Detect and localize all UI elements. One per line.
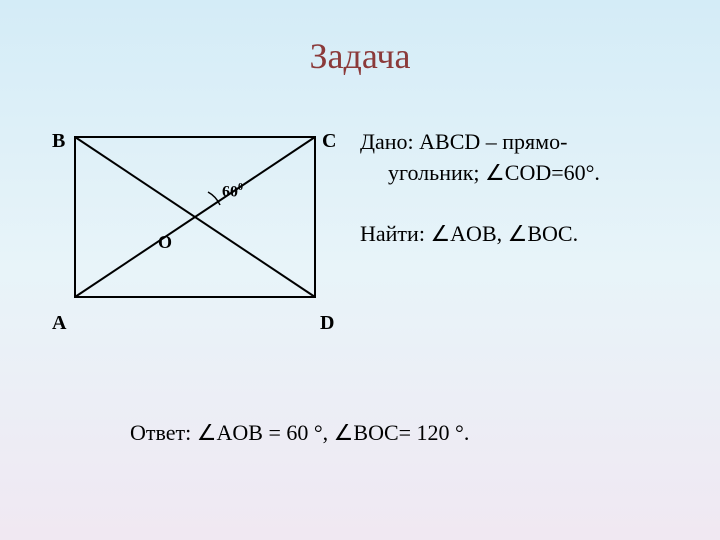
- vertex-a: A: [52, 312, 66, 335]
- answer-part2: BOC= 120 °.: [353, 420, 469, 445]
- angle-symbol: ∠: [508, 221, 528, 246]
- given-suffix: COD=60°.: [505, 160, 600, 185]
- page-title: Задача: [0, 0, 720, 77]
- angle-60-label: 600: [222, 182, 243, 201]
- center-o: O: [158, 232, 172, 253]
- diagram: B C A D O 600: [30, 127, 350, 357]
- find-block: Найти: ∠AOB, ∠BOC.: [360, 219, 690, 250]
- problem-text: Дано: ABCD – прямо- угольник; ∠COD=60°. …: [350, 127, 690, 357]
- given-line2: угольник; ∠COD=60°.: [360, 158, 690, 189]
- answer-prefix: Ответ:: [130, 420, 197, 445]
- vertex-d: D: [320, 312, 334, 335]
- angle-arc: [208, 192, 220, 205]
- angle-60-sup: 0: [238, 182, 243, 193]
- find-part2: BOC.: [527, 221, 578, 246]
- answer-block: Ответ: ∠AOB = 60 °, ∠BOC= 120 °.: [130, 420, 469, 446]
- angle-symbol: ∠: [197, 420, 217, 445]
- find-prefix: Найти:: [360, 221, 430, 246]
- given-indent: угольник;: [360, 160, 485, 185]
- rectangle-svg: [30, 127, 350, 357]
- answer-part1: AOB = 60 °,: [217, 420, 334, 445]
- vertex-b: B: [52, 130, 65, 153]
- angle-60-value: 60: [222, 183, 238, 200]
- angle-symbol: ∠: [485, 160, 505, 185]
- find-part1: AOB,: [450, 221, 507, 246]
- given-line1: Дано: ABCD – прямо-: [360, 127, 690, 158]
- angle-symbol: ∠: [430, 221, 450, 246]
- vertex-c: C: [322, 130, 336, 153]
- given-block: Дано: ABCD – прямо- угольник; ∠COD=60°.: [360, 127, 690, 189]
- content-row: B C A D O 600 Дано: ABCD – прямо- угольн…: [0, 127, 720, 357]
- angle-symbol: ∠: [334, 420, 354, 445]
